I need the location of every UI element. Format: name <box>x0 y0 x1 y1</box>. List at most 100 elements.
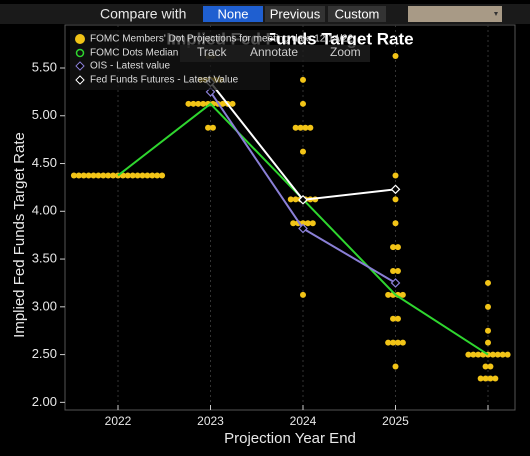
dot <box>85 172 92 179</box>
y-tick-label: 3.00 <box>32 298 57 313</box>
dot <box>110 172 117 179</box>
dot <box>195 100 202 107</box>
dropdown-arrow <box>494 12 498 16</box>
compare-label: Compare with <box>100 6 186 22</box>
x-tick-label: 2025 <box>382 414 409 428</box>
y-axis-label: Implied Fed Funds Target Rate <box>11 132 28 338</box>
series-marker <box>298 223 308 234</box>
dot <box>487 363 494 370</box>
dot <box>392 220 399 227</box>
dot <box>144 172 151 179</box>
dot <box>209 124 216 131</box>
dot <box>292 124 299 131</box>
dot <box>75 172 82 179</box>
dot <box>494 351 501 358</box>
dot <box>149 172 156 179</box>
dot <box>304 220 311 227</box>
dot <box>399 291 406 298</box>
dot <box>485 279 491 286</box>
y-tick-label: 3.50 <box>32 250 57 265</box>
dot <box>482 375 489 382</box>
dot <box>465 351 472 358</box>
dot <box>292 196 299 203</box>
dot <box>392 363 399 370</box>
compare-button-label: Custom <box>335 6 380 21</box>
dot <box>70 172 77 179</box>
dot <box>229 100 236 107</box>
tool-button[interactable]: Zoom <box>330 45 361 59</box>
compare-button-label: Previous <box>270 6 321 21</box>
dot <box>394 315 401 322</box>
compare-button[interactable] <box>203 6 263 22</box>
series-marker <box>390 278 401 288</box>
dot <box>105 172 112 179</box>
dot <box>475 351 482 358</box>
dot <box>504 351 511 358</box>
dot <box>392 172 399 179</box>
legend-swatch <box>75 48 85 58</box>
dot <box>124 172 131 179</box>
y-tick-label: 5.00 <box>32 107 57 122</box>
dot <box>385 339 392 346</box>
legend-label: OIS - Latest value <box>90 61 170 72</box>
dot <box>302 124 309 131</box>
dot <box>205 124 212 131</box>
dot <box>390 244 397 251</box>
dot <box>300 291 306 298</box>
dot <box>300 148 306 155</box>
dot <box>90 172 97 179</box>
dot <box>485 303 491 310</box>
plot-frame <box>64 24 516 411</box>
series-marker <box>390 184 401 195</box>
dot <box>470 351 477 358</box>
x-tick-label: 2024 <box>290 414 317 428</box>
dot <box>309 220 316 227</box>
y-tick-label: 4.00 <box>32 203 57 218</box>
dot <box>390 339 397 346</box>
tool-bar <box>180 45 370 62</box>
dropdown[interactable] <box>408 6 502 22</box>
dot <box>159 172 166 179</box>
dot <box>394 339 401 346</box>
dot <box>219 100 226 107</box>
dot <box>134 172 141 179</box>
y-tick-label: 2.50 <box>32 346 57 361</box>
dot <box>482 363 489 370</box>
dot <box>80 172 87 179</box>
legend-swatch <box>75 34 85 44</box>
dot <box>154 172 161 179</box>
dot <box>185 100 192 107</box>
legend-label: FOMC Members' Dot Projections for meetin… <box>90 34 354 45</box>
compare-button[interactable] <box>265 6 325 22</box>
dot <box>477 375 484 382</box>
dot <box>307 124 314 131</box>
legend-label: FOMC Dots Median <box>90 48 178 59</box>
dot <box>390 315 397 322</box>
tool-button[interactable]: Annotate <box>250 45 298 59</box>
dot <box>139 172 146 179</box>
dot <box>489 351 496 358</box>
dot <box>190 100 197 107</box>
compare-button[interactable] <box>328 6 386 22</box>
legend-label: Fed Funds Futures - Latest Value <box>90 75 239 86</box>
x-tick-label: 2022 <box>105 414 132 428</box>
tool-button[interactable]: Track <box>197 45 228 59</box>
dot <box>399 339 406 346</box>
x-axis-label: Projection Year End <box>224 430 356 447</box>
dot <box>392 53 399 60</box>
dot <box>300 100 306 107</box>
series-marker <box>298 194 308 205</box>
y-tick-label: 2.00 <box>32 394 57 409</box>
dot <box>394 267 401 274</box>
dot <box>129 172 136 179</box>
dot <box>485 327 491 334</box>
compare-button-label: None <box>217 6 248 21</box>
y-tick-label: 5.50 <box>32 59 57 74</box>
dot <box>392 196 399 203</box>
dot <box>297 124 304 131</box>
y-tick-label: 4.50 <box>32 155 57 170</box>
dot <box>485 339 491 346</box>
dot <box>390 267 397 274</box>
dot <box>290 220 297 227</box>
